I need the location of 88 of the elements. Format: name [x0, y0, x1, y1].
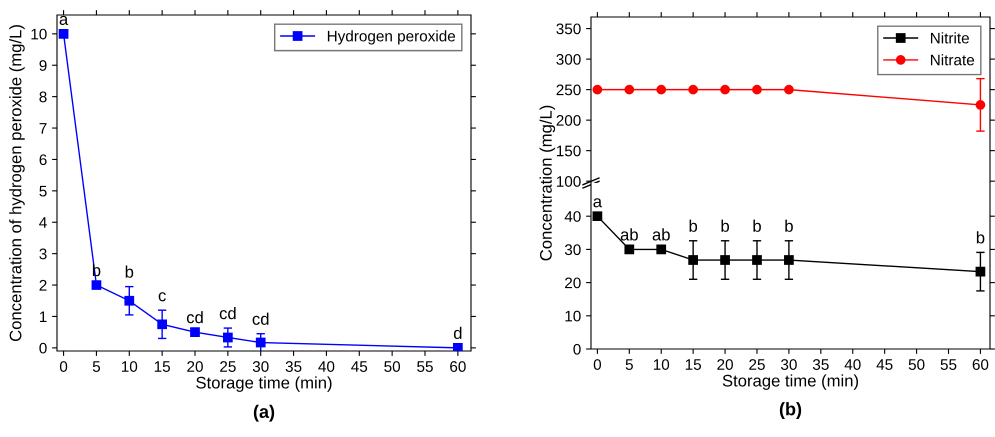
y-tick-label: 250	[556, 84, 581, 96]
annotation: cd	[186, 311, 203, 324]
y-tick-label: 4	[39, 217, 47, 228]
y-axis-title: Concentration (mg/L)	[540, 106, 556, 260]
y-tick-label: 300	[556, 54, 581, 65]
point	[157, 319, 168, 330]
x-tick-label: 30	[780, 359, 797, 370]
y-tick-label: 10	[565, 310, 581, 322]
legend-label: Hydrogen peroxide	[328, 30, 456, 45]
annotation: b	[126, 266, 134, 278]
y-tick-label: 6	[40, 154, 47, 166]
point	[784, 255, 794, 265]
y-tick-label: 0	[39, 342, 47, 354]
x-tick-label: 45	[351, 361, 368, 372]
annotation: b	[785, 220, 793, 232]
point	[58, 28, 68, 39]
annotation: a	[60, 16, 68, 25]
point	[720, 255, 730, 265]
point	[624, 244, 634, 254]
x-tick-label: 25	[749, 359, 765, 370]
annotation: a	[593, 198, 602, 208]
point	[124, 296, 134, 306]
text: (b)	[780, 402, 802, 419]
x-tick-label: 20	[717, 359, 733, 370]
y-tick-label: 0	[573, 344, 581, 355]
x-tick-label: 60	[450, 361, 466, 372]
x-tick-label: 10	[122, 361, 138, 372]
y-axis-title: Concentration of hydrogen peroxide (mg/L)	[9, 25, 25, 342]
y-tick-label: 9	[40, 60, 47, 71]
x-tick-label: 45	[876, 359, 893, 370]
annotation: cd	[252, 312, 268, 325]
x-tick-label: 50	[908, 359, 924, 370]
y-tick-label: 10	[31, 28, 47, 40]
annotation: b	[722, 220, 729, 232]
x-axis-title: Storage time (min)	[196, 376, 332, 392]
point	[256, 338, 266, 348]
legend-label: Nitrate	[930, 54, 974, 66]
y-tick-label: 100	[556, 176, 581, 187]
annotation: b	[690, 220, 698, 232]
annotation: cd	[220, 306, 236, 320]
annotation: ab	[652, 228, 670, 241]
annotation: ab	[620, 228, 638, 241]
x-tick-label: 10	[654, 359, 670, 370]
x-tick-label: 15	[154, 361, 170, 372]
x-tick-label: 40	[318, 361, 334, 372]
x-tick-label: 55	[940, 359, 956, 370]
point	[452, 343, 463, 351]
y-tick-label: 150	[556, 146, 581, 156]
y-tick-label: 5	[39, 186, 47, 197]
y-tick-label: 350	[556, 23, 581, 34]
point	[222, 332, 233, 342]
annotation: c	[158, 292, 166, 302]
y-tick-label: 20	[565, 277, 581, 288]
y-tick-label: 8	[39, 92, 47, 102]
x-tick-label: 30	[252, 361, 269, 372]
x-axis-title: Storage time (min)	[722, 374, 858, 390]
point	[752, 255, 762, 265]
point	[190, 327, 200, 338]
annotation: b	[753, 220, 761, 232]
x-tick-label: 50	[384, 361, 400, 372]
x-tick-label: 0	[594, 359, 602, 370]
annotation: d	[454, 326, 462, 340]
x-tick-label: 25	[220, 361, 236, 372]
x-tick-label: 35	[286, 361, 302, 372]
x-tick-label: 15	[686, 359, 701, 370]
y-tick-label: 7	[40, 123, 47, 134]
x-tick-label: 5	[92, 361, 100, 372]
annotation: b	[976, 231, 984, 244]
y-tick-label: 1	[40, 311, 47, 322]
x-tick-label: 35	[812, 359, 829, 370]
legend-label: Nitrite	[930, 32, 969, 44]
y-tick-label: 30	[564, 244, 581, 256]
x-tick-label: 5	[626, 359, 633, 370]
point	[688, 255, 698, 265]
text: (a)	[254, 404, 274, 422]
point	[92, 280, 102, 290]
point	[592, 211, 602, 222]
x-tick-label: 60	[972, 359, 988, 370]
y-tick-label: 200	[556, 115, 581, 126]
x-tick-label: 20	[187, 361, 203, 372]
point	[976, 266, 986, 277]
y-tick-label: 40	[564, 211, 581, 222]
x-tick-label: 55	[417, 361, 433, 372]
y-tick-label: 3	[39, 248, 47, 260]
y-tick-label: 2	[40, 280, 47, 291]
point	[656, 244, 666, 254]
x-tick-label: 0	[60, 361, 68, 372]
x-tick-label: 40	[844, 359, 861, 370]
